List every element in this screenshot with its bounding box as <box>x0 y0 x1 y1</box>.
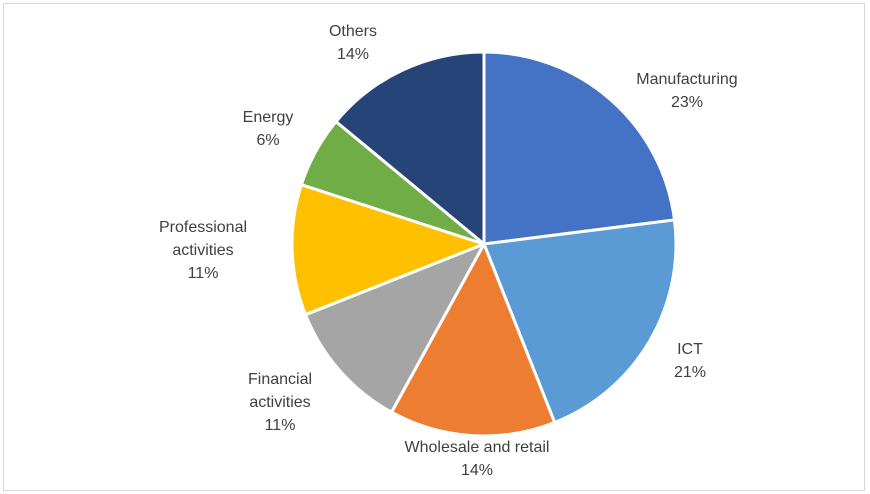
pie-slice-ict <box>482 218 678 425</box>
pie-slice-wholesale-and-retail <box>390 242 557 438</box>
category-label-wholesale-and-retail: Wholesale and retail <box>405 439 550 456</box>
value-label-others: 14% <box>337 46 369 63</box>
value-label-wholesale-and-retail: 14% <box>461 462 493 479</box>
value-label-manufacturing: 23% <box>671 94 703 111</box>
category-label-manufacturing: Manufacturing <box>636 71 737 88</box>
category-label-energy: Energy <box>243 109 294 126</box>
value-label-energy: 6% <box>256 132 279 149</box>
value-label-ict: 21% <box>674 364 706 381</box>
pie-slice-manufacturing <box>482 50 676 246</box>
value-label-financial-activities: 11% <box>265 417 296 434</box>
category-label-financial-activities: Financial activities <box>248 371 312 411</box>
category-label-ict: ICT <box>677 341 703 358</box>
pie-slice-others <box>334 50 486 246</box>
category-label-professional-activities: Professional activities <box>159 219 247 259</box>
pie-slices <box>290 50 678 438</box>
category-label-others: Others <box>329 23 377 40</box>
slice-labels: Manufacturing 23% ICT 21% Wholesale and reta… <box>159 23 738 479</box>
value-label-professional-activities: 11% <box>188 265 219 282</box>
pie-slice-professional-activities <box>290 183 486 317</box>
pie-slice-financial-activities <box>303 242 486 414</box>
